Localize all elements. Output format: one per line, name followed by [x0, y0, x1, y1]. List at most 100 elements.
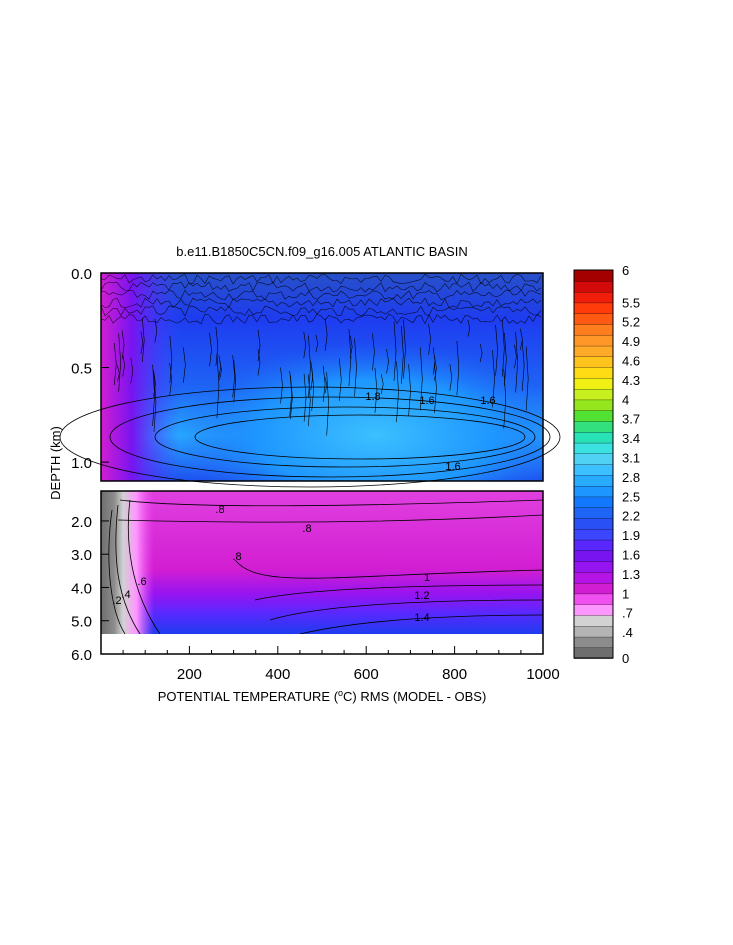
y-tick-label: 6.0 — [71, 647, 92, 664]
colorbar-swatch — [573, 302, 614, 314]
colorbar-swatch — [573, 366, 614, 379]
colorbar-swatch — [573, 517, 614, 530]
colorbar-label: 1.3 — [622, 567, 640, 582]
contour-line — [434, 363, 437, 414]
contour-line — [520, 328, 523, 350]
colorbar-label: 1.6 — [622, 548, 640, 563]
contour-label: .8 — [232, 551, 241, 563]
contour-line — [303, 373, 307, 422]
contour-line — [348, 328, 352, 386]
colorbar-label: 4.9 — [622, 334, 640, 349]
colorbar-swatch — [573, 334, 614, 347]
colorbar-label: 3.4 — [622, 431, 640, 446]
x-tick-label: 400 — [265, 666, 290, 683]
contour-line — [152, 364, 155, 426]
contour-line — [419, 347, 423, 411]
contour-line — [315, 334, 319, 353]
contour-line — [269, 599, 544, 621]
lower-y-axis: 2.0 3.0 4.0 5.0 6.0 — [71, 514, 109, 664]
colorbar-swatch — [573, 625, 614, 638]
contour-line — [408, 364, 411, 417]
colorbar-swatch — [573, 345, 614, 357]
colorbar-label: .7 — [622, 606, 633, 621]
contour-line — [113, 342, 117, 386]
contour-line — [303, 331, 307, 359]
colorbar-swatch — [573, 614, 614, 627]
contour-line — [492, 350, 495, 408]
contour-line — [257, 329, 261, 362]
contour-label: .2 — [112, 595, 121, 607]
colorbar-swatch — [573, 323, 614, 336]
contour-line — [374, 367, 378, 413]
colorbar-swatch — [573, 356, 614, 368]
colorbar-label: 3.1 — [622, 451, 640, 466]
lower-panel-blank — [101, 634, 543, 654]
contour-line — [467, 319, 471, 337]
contour-line — [154, 318, 158, 343]
y-tick-label: 1.0 — [71, 455, 92, 472]
contour-line — [127, 499, 161, 635]
x-axis-label: POTENTIAL TEMPERATURE (oC) RMS (MODEL - … — [158, 688, 487, 704]
contour-line — [141, 318, 145, 363]
contour-line — [479, 343, 483, 363]
colorbar-swatch — [573, 409, 614, 422]
colorbar-swatch — [573, 539, 614, 551]
contour-line — [118, 333, 121, 392]
contour-line — [289, 370, 293, 417]
colorbar-label: 5.5 — [622, 295, 640, 310]
contour-line — [183, 347, 186, 383]
colorbar-label: 5.2 — [622, 315, 640, 330]
contour-line — [117, 365, 120, 382]
colorbar: 6 5.5 5.2 4.9 4.6 4.3 4 3.7 3.4 3.1 2.8 2.5 2.2 1.9 1.… — [573, 263, 640, 666]
contour-line — [154, 406, 536, 468]
lower-contours — [108, 499, 544, 635]
colorbar-label: 4.6 — [622, 354, 640, 369]
upper-panel-frame — [100, 272, 544, 482]
contour-line — [521, 340, 525, 392]
contour-line — [434, 356, 437, 381]
contour-line — [59, 386, 561, 488]
x-tick-label: 800 — [442, 666, 467, 683]
contour-line — [257, 349, 261, 376]
colorbar-swatch — [573, 442, 614, 454]
lower-panel-left-edge — [101, 491, 543, 634]
colorbar-swatch — [573, 453, 614, 465]
contour-label: .8 — [215, 504, 224, 516]
y-tick-label: 5.0 — [71, 614, 92, 631]
colorbar-label: .4 — [622, 625, 633, 640]
colorbar-swatch — [573, 560, 614, 573]
y-tick-label: 2.0 — [71, 514, 92, 531]
contour-line — [108, 509, 126, 635]
upper-panel-left-edge — [101, 273, 543, 481]
contour-line — [380, 374, 384, 394]
colorbar-label: 2.5 — [622, 489, 640, 504]
contour-line — [280, 367, 283, 404]
contour-line — [504, 332, 507, 386]
contour-line — [219, 359, 222, 381]
colorbar-swatch — [573, 636, 614, 648]
contour-line — [502, 320, 505, 377]
x-tick-label: 200 — [177, 666, 202, 683]
contour-line — [324, 377, 328, 394]
contour-line — [299, 614, 544, 635]
colorbar-swatch — [573, 603, 614, 616]
colorbar-label: 3.7 — [622, 412, 640, 427]
contour-line — [216, 353, 220, 419]
contour-line — [194, 414, 526, 460]
colorbar-swatch — [573, 571, 614, 584]
contour-line — [393, 321, 397, 381]
colorbar-swatch — [573, 506, 614, 519]
contour-label: 1.8 — [365, 391, 380, 403]
contour-labels: .2.4 .6 .8 .8 .8 1 1.2 1.4 1.6 1.6 1.6 1.8 — [112, 391, 495, 624]
y-tick-label: 0.5 — [71, 361, 92, 378]
contour-line — [100, 297, 542, 309]
contour-label: 1.4 — [414, 612, 429, 624]
contour-line — [140, 331, 144, 355]
contour-line — [100, 273, 542, 285]
contour-line — [215, 326, 219, 366]
contour-label: .6 — [137, 576, 146, 588]
contour-line — [119, 499, 544, 507]
y-tick-label: 3.0 — [71, 547, 92, 564]
colorbar-swatch — [573, 312, 614, 325]
